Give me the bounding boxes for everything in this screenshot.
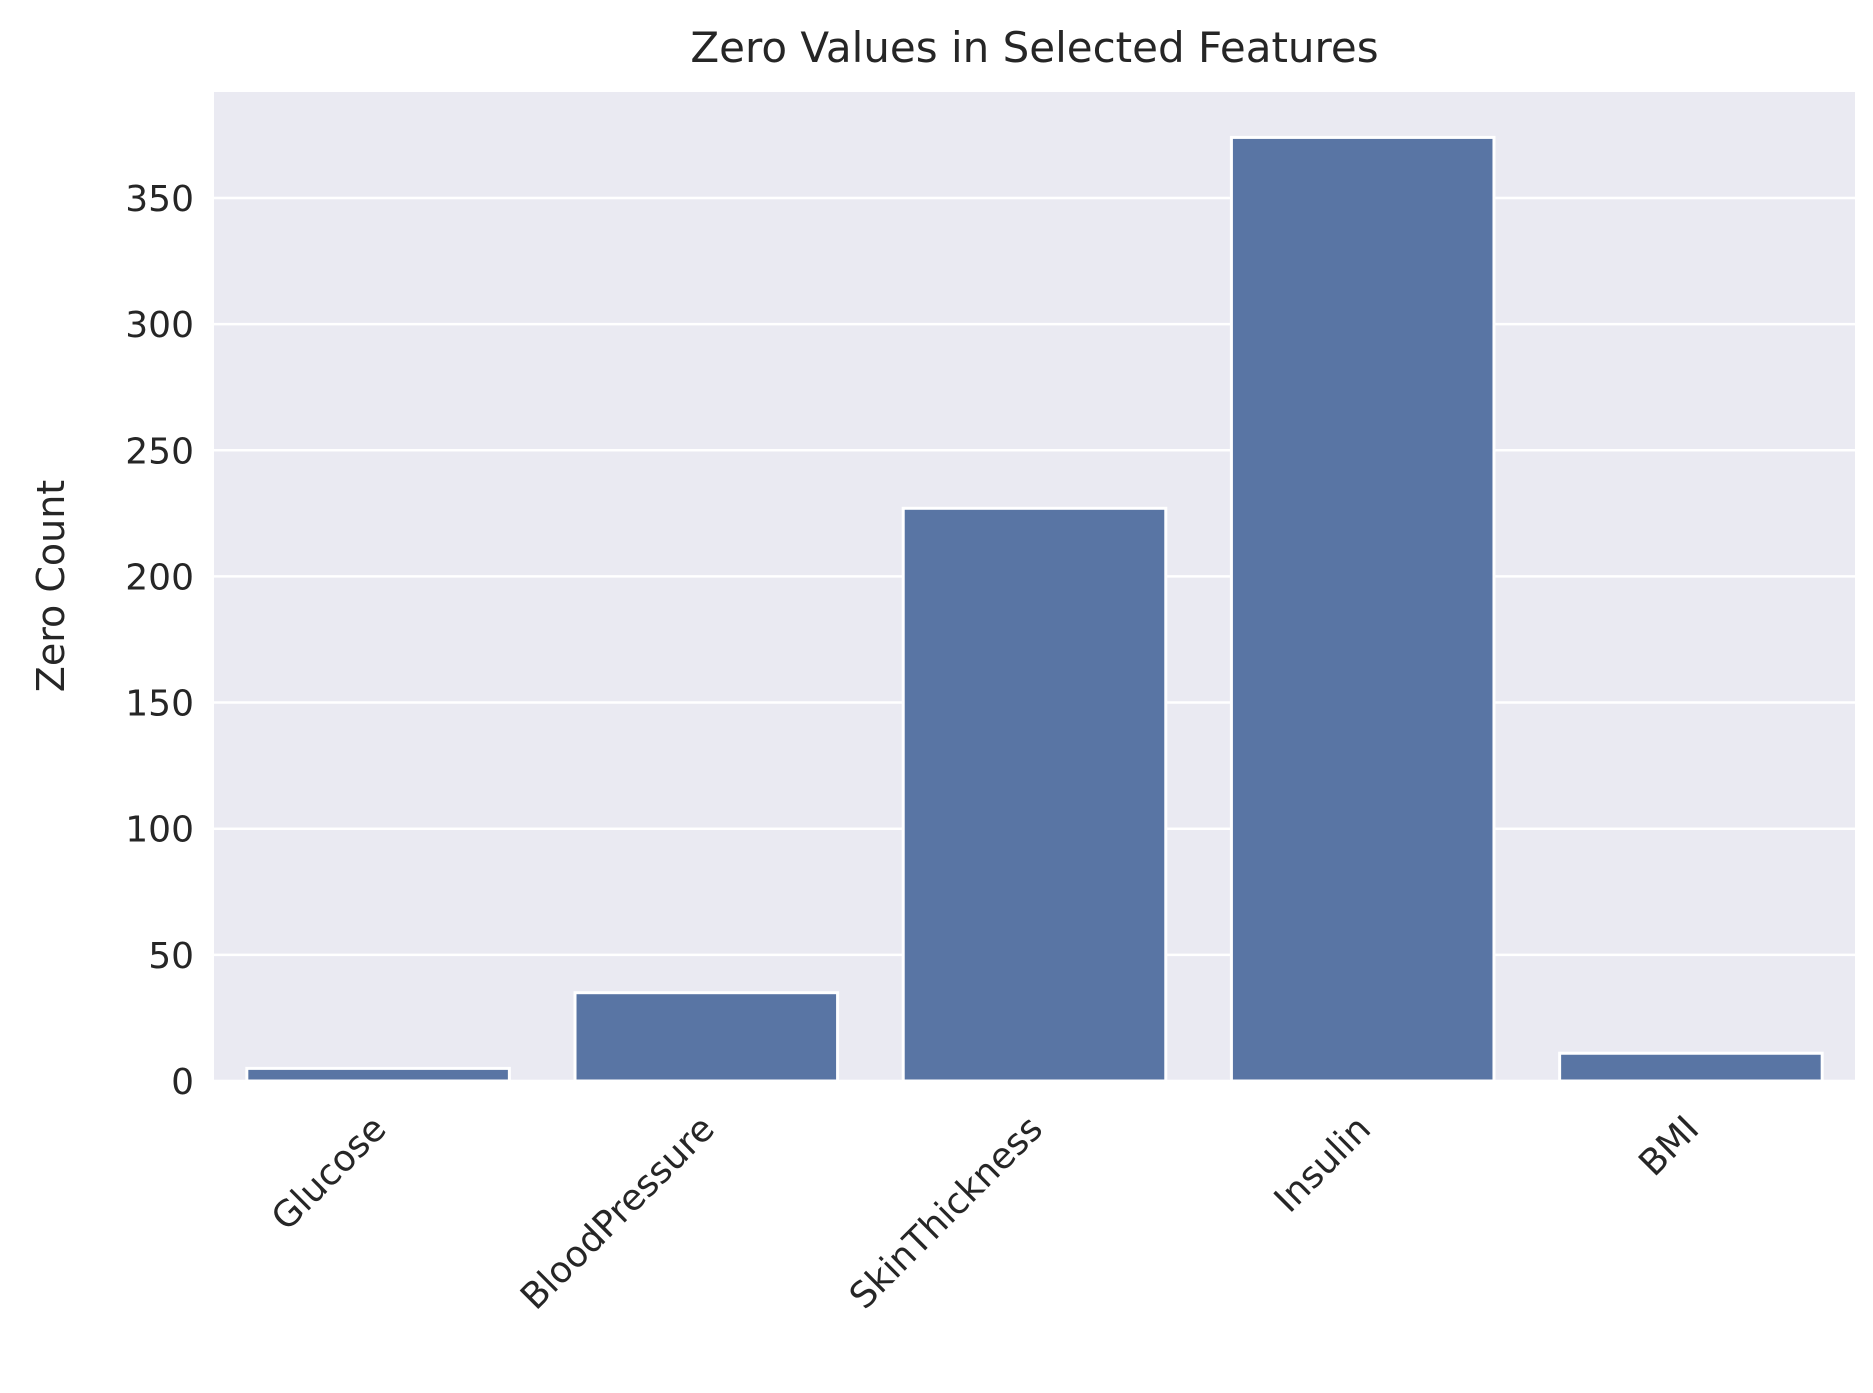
x-tick-label: Insulin (1267, 1108, 1379, 1220)
y-tick-label: 250 (125, 431, 194, 472)
y-tick-label: 150 (125, 684, 194, 725)
x-tick-label: SkinThickness (842, 1108, 1051, 1317)
y-tick-label: 0 (171, 1062, 194, 1103)
bars (245, 135, 1824, 1083)
y-tick-label: 200 (125, 557, 194, 598)
y-tick-labels: 0 50 100 150 200 250 300 350 (125, 179, 194, 1103)
bar-insulin (1229, 135, 1496, 1083)
x-tick-label: BloodPressure (513, 1108, 723, 1318)
y-tick-label: 300 (125, 305, 194, 346)
chart-title: Zero Values in Selected Features (690, 23, 1378, 72)
y-tick-label: 350 (125, 179, 194, 220)
bar-skinthickness (901, 506, 1168, 1083)
x-tick-labels: Glucose BloodPressure SkinThickness Insulin… (264, 1108, 1707, 1318)
y-tick-label: 50 (148, 936, 194, 977)
x-tick-label: Glucose (264, 1108, 394, 1238)
bar-bmi (1558, 1051, 1824, 1083)
x-tick-label: BMI (1631, 1108, 1707, 1184)
y-axis-label: Zero Count (29, 480, 73, 692)
y-tick-label: 100 (125, 810, 194, 851)
bar-bloodpressure (573, 991, 840, 1083)
bar-glucose (245, 1066, 511, 1083)
